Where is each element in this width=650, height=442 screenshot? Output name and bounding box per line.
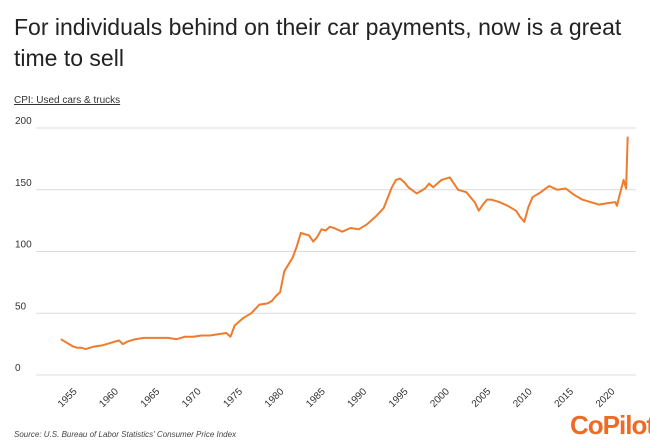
x-tick-label: 1975	[222, 386, 246, 410]
y-tick-label: 150	[15, 178, 32, 189]
gridlines	[36, 127, 636, 376]
x-tick-labels: 1955 1960 1965 1970 1975 1980 1985 1990 1995 2000…	[56, 386, 618, 410]
x-tick-label: 2015	[553, 386, 577, 410]
y-tick-labels: 0 50 100 150 200	[15, 116, 32, 374]
source-note: Source: U.S. Bureau of Labor Statistics'…	[14, 430, 237, 439]
x-tick-label: 1985	[304, 386, 328, 410]
x-tick-label: 1990	[346, 386, 370, 410]
series-line-used-cars-trucks	[60, 136, 629, 351]
y-tick-label: 50	[15, 301, 27, 312]
y-tick-label: 100	[15, 240, 32, 251]
x-tick-label: 1960	[97, 386, 121, 410]
chart-title: For individuals behind on their car paym…	[14, 14, 622, 71]
x-tick-label: 2000	[428, 386, 452, 410]
x-tick-label: 1995	[387, 386, 411, 410]
y-axis-title: CPI: Used cars & trucks	[14, 95, 121, 106]
y-tick-label: 200	[15, 116, 32, 127]
x-tick-label: 1970	[180, 386, 204, 410]
copilot-logo: CoPilot	[570, 410, 650, 440]
x-tick-label: 1965	[139, 386, 163, 410]
x-tick-label: 2020	[594, 386, 618, 410]
x-tick-label: 2010	[511, 386, 535, 410]
y-tick-label: 0	[15, 363, 21, 374]
x-tick-label: 1955	[56, 386, 80, 410]
x-tick-label: 2005	[470, 386, 494, 410]
x-tick-label: 1980	[263, 386, 287, 410]
